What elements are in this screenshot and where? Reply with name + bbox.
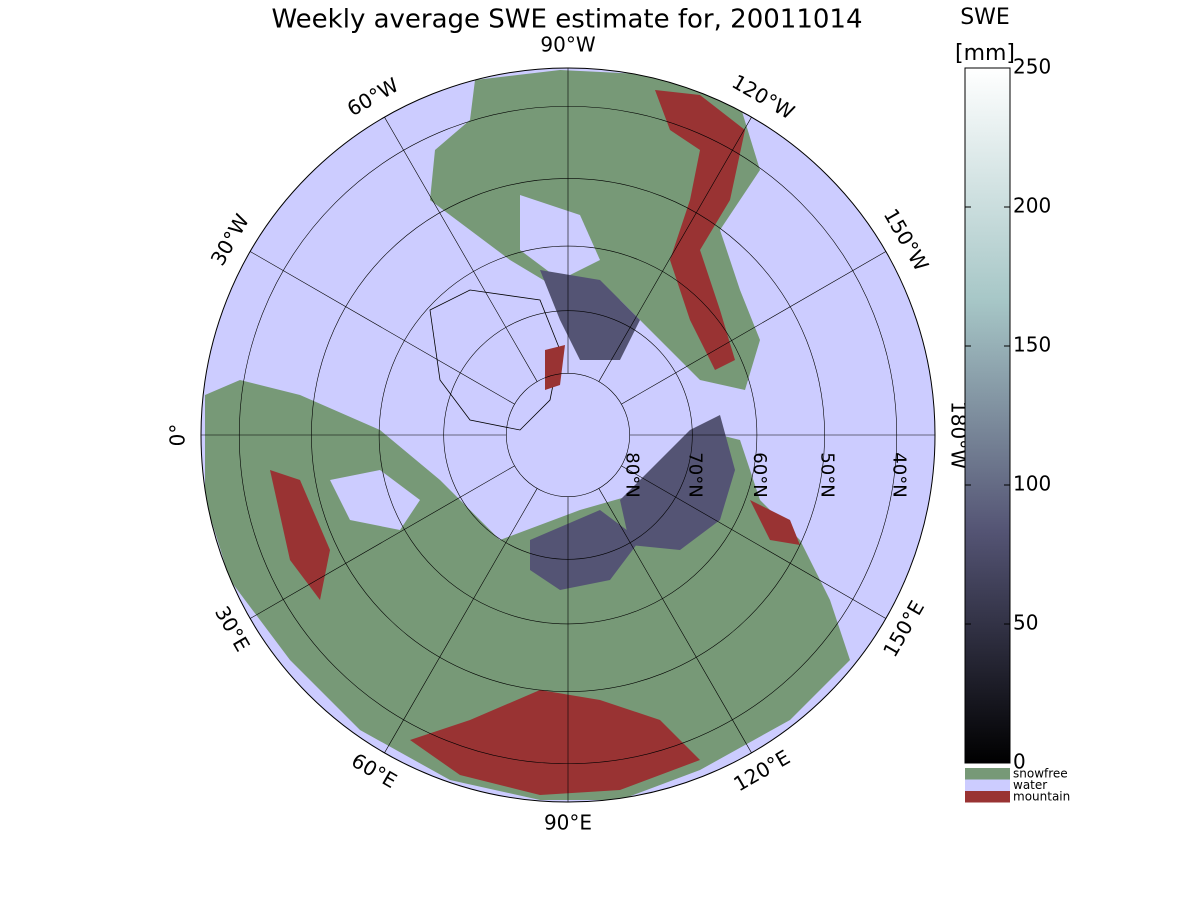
- meridian-line: [598, 488, 752, 753]
- legend-label: snowfree: [1013, 767, 1068, 781]
- map-boundary: [200, 67, 936, 803]
- meridian-line: [384, 117, 538, 382]
- colorbar: [964, 67, 1011, 764]
- meridian-line: [250, 465, 515, 619]
- scandinavian-sea: [330, 470, 420, 530]
- hudson-bay: [520, 195, 600, 280]
- colorbar-label: SWE: [960, 5, 1010, 30]
- meridian-label: 90°E: [544, 811, 592, 835]
- scandinavian-mountains: [270, 470, 330, 600]
- colorbar-tick-label: 200: [1013, 194, 1051, 218]
- colorbar-tick-label: 50: [1013, 611, 1038, 635]
- meridian-line: [621, 251, 886, 405]
- parallel-label: 60°N: [749, 452, 770, 497]
- colorbar-tick-label: 0: [1013, 750, 1026, 774]
- snow-cover-siberia: [620, 415, 735, 550]
- asian-mountains: [410, 690, 700, 795]
- rocky-mountains: [655, 90, 745, 370]
- legend-swatch: [965, 791, 1010, 803]
- colorbar-tick-label: 250: [1013, 55, 1051, 79]
- parallel-label: 80°N: [622, 452, 643, 497]
- legend-label: mountain: [1013, 790, 1070, 804]
- map-area: [201, 68, 935, 802]
- parallel-label: 40°N: [889, 452, 910, 497]
- graticule: [201, 68, 935, 802]
- snow-cover-arctic-islands: [540, 270, 640, 360]
- meridian-line: [250, 251, 515, 405]
- legend-swatch: [965, 779, 1010, 791]
- greenland-east-coast: [545, 345, 565, 390]
- alaska-range: [750, 500, 800, 545]
- meridian-line: [384, 488, 538, 753]
- colorbar-tick-label: 100: [1013, 472, 1051, 496]
- map-title: Weekly average SWE estimate for, 2001101…: [271, 5, 862, 35]
- north-america: [430, 70, 760, 390]
- legend-swatch: [965, 768, 1010, 780]
- meridian-line: [598, 117, 752, 382]
- colorbar-tick-label: 150: [1013, 333, 1051, 357]
- parallel-label: 50°N: [817, 452, 838, 497]
- meridian-label: 90°W: [540, 33, 595, 57]
- meridian-label: 0°: [166, 424, 190, 447]
- snow-cover-taymyr: [530, 510, 640, 590]
- meridian-line: [621, 465, 886, 619]
- legend-label: water: [1013, 778, 1047, 792]
- parallel-label: 70°N: [684, 452, 705, 497]
- greenland: [429, 289, 561, 431]
- colorbar-units: [mm]: [955, 41, 1015, 66]
